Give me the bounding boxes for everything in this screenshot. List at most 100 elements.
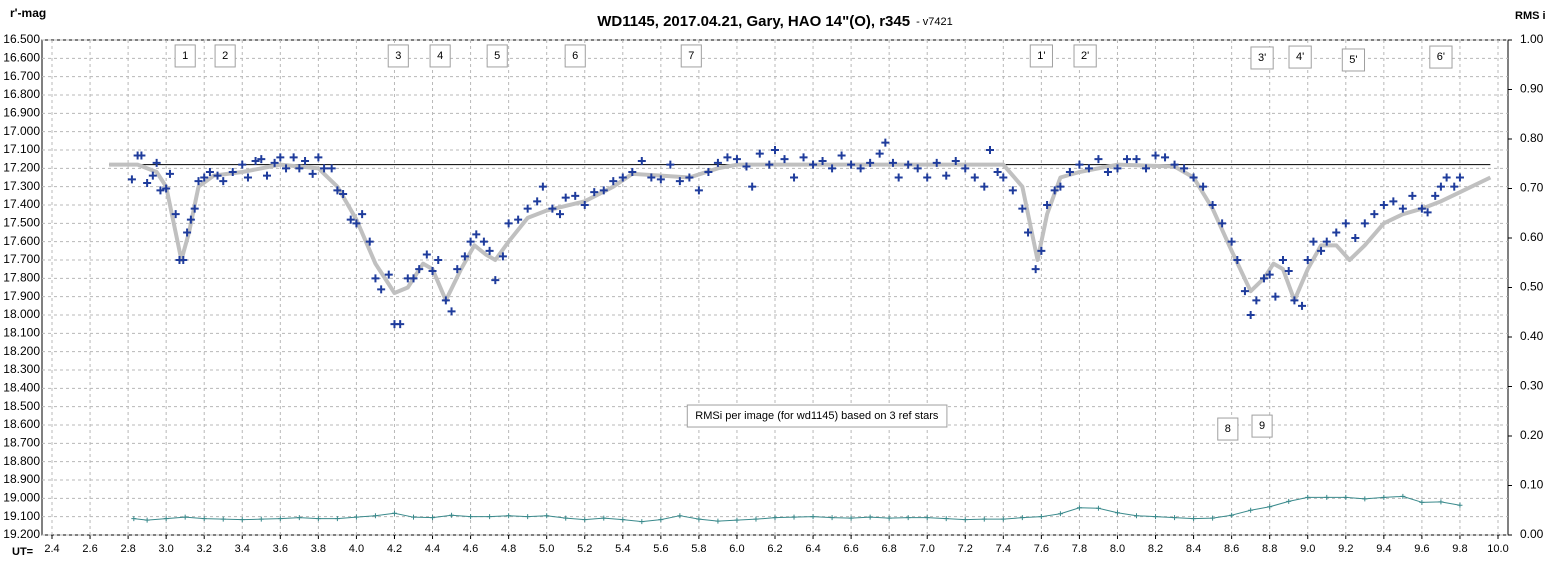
annotation-text: 6' [1437, 51, 1445, 63]
data-point [875, 149, 884, 158]
data-point [580, 201, 589, 209]
data-point [980, 182, 989, 191]
y-tick-label: 19.100 [3, 509, 40, 523]
y2-tick-label: 0.20 [1520, 428, 1544, 442]
y2-tick-label: 0.90 [1520, 82, 1544, 96]
annotation-text: 1' [1037, 50, 1045, 62]
rms-point [1210, 515, 1216, 521]
rms-point [1248, 507, 1254, 513]
data-point [590, 188, 599, 197]
x-tick-label: 3.2 [197, 543, 212, 555]
x-tick-label: 6.0 [729, 543, 744, 555]
rms-point [1057, 511, 1063, 517]
annotation-text: 9 [1259, 420, 1265, 432]
x-tick-label: 3.4 [235, 543, 250, 555]
x-tick-label: 6.6 [843, 543, 858, 555]
rms-point [449, 512, 455, 518]
rms-point [772, 515, 778, 521]
data-point [561, 193, 570, 202]
data-point [219, 177, 228, 186]
rms-point [468, 514, 474, 520]
rms-point [1324, 494, 1330, 500]
data-point [339, 190, 348, 198]
data-point [1341, 219, 1350, 228]
annotation-box [1288, 45, 1312, 69]
data-point [533, 197, 542, 206]
data-point [628, 168, 637, 176]
data-point [1122, 155, 1131, 164]
annotation-box [1429, 45, 1453, 69]
rms-point [943, 516, 949, 522]
y-tick-label: 18.200 [3, 344, 40, 358]
data-point [818, 157, 827, 165]
data-point [365, 237, 374, 246]
annotation-text: 3' [1258, 52, 1266, 64]
annotation-text: 3 [395, 50, 401, 62]
y-tick-label: 17.100 [3, 142, 40, 156]
rms-point [353, 514, 359, 520]
data-point [1170, 160, 1179, 169]
rms-point [525, 514, 531, 520]
rms-point [962, 517, 968, 523]
data-point [1398, 204, 1407, 213]
annotation-box [1250, 46, 1274, 70]
data-point [384, 270, 393, 279]
data-point [1151, 151, 1160, 160]
y-axis-label: r'-mag [10, 6, 46, 20]
data-point [186, 215, 195, 224]
data-point [1218, 219, 1227, 228]
data-point [371, 274, 380, 283]
data-point [415, 265, 424, 274]
y-tick-label: 16.600 [3, 51, 40, 65]
data-point [656, 175, 665, 184]
data-point [799, 153, 808, 162]
rms-point [487, 514, 493, 520]
x-tick-label: 9.8 [1452, 543, 1467, 555]
x-tick-label: 6.2 [767, 543, 782, 555]
data-point [447, 307, 456, 316]
data-point [358, 210, 367, 219]
x-tick-label: 8.4 [1186, 543, 1201, 555]
y2-tick-label: 0.30 [1520, 379, 1544, 393]
rms-point [1419, 499, 1425, 505]
data-point [127, 175, 136, 184]
annotation-box [174, 44, 196, 68]
data-point [1450, 182, 1459, 191]
x-tick-label: 8.2 [1148, 543, 1163, 555]
data-point [1037, 246, 1046, 255]
data-point [993, 168, 1002, 176]
data-point [453, 265, 462, 274]
rms-point [1457, 502, 1463, 508]
y-tick-label: 19.000 [3, 491, 40, 505]
data-point [352, 219, 361, 228]
data-point [1103, 168, 1112, 176]
data-point [327, 164, 336, 173]
data-point [666, 160, 675, 169]
annotation-text: 8 [1225, 423, 1231, 435]
data-point [765, 160, 774, 169]
data-point [1246, 311, 1255, 319]
data-point [1351, 234, 1360, 242]
annotation-text: 2' [1081, 50, 1089, 62]
data-point [1189, 173, 1198, 182]
data-point [1360, 219, 1369, 228]
data-point [1050, 186, 1059, 195]
data-point [637, 157, 646, 165]
annotation-text: 4' [1296, 51, 1304, 63]
data-point [748, 182, 757, 191]
data-point [828, 164, 837, 173]
data-point [1043, 201, 1052, 209]
annotation-text: 2 [222, 50, 228, 62]
y-tick-label: 17.800 [3, 271, 40, 285]
annotation: 5 [486, 44, 508, 68]
data-point [1227, 237, 1236, 246]
rms-point [620, 517, 626, 523]
rms-point [315, 516, 321, 522]
data-point [809, 160, 818, 169]
x-tick-label: 7.6 [1034, 543, 1049, 555]
rms-point [791, 514, 797, 520]
rms-point [1381, 494, 1387, 500]
data-point [1271, 292, 1280, 301]
rms-point [563, 515, 569, 521]
y-tick-label: 17.900 [3, 289, 40, 303]
